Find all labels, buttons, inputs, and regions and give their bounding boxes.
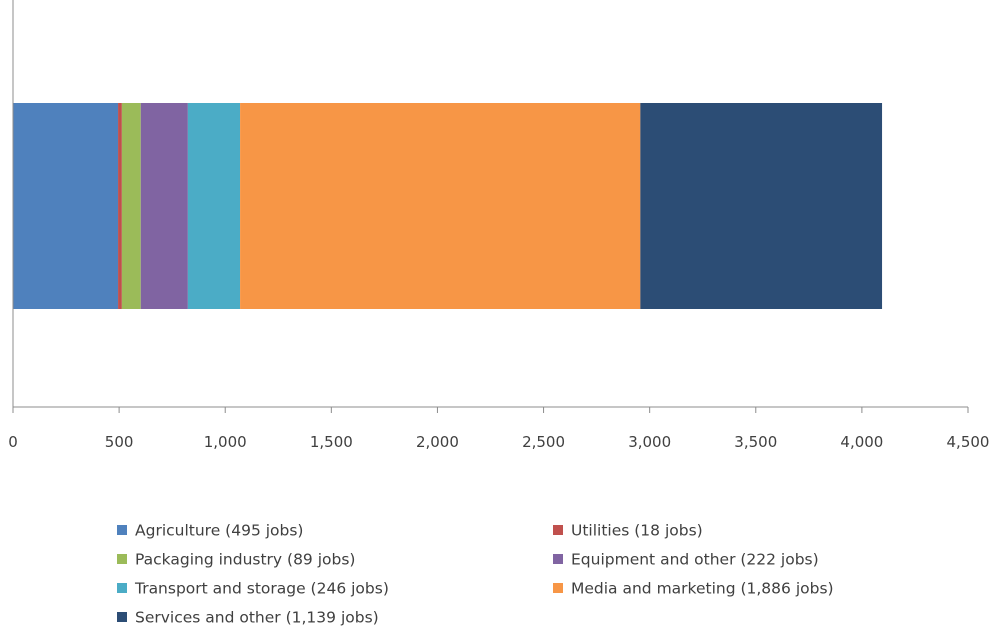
bar-segment-7: [640, 103, 883, 309]
legend-label: Packaging industry (89 jobs): [135, 551, 355, 569]
x-axis-ticks: 0 500 1,000 1,500 2,000 2,500 3,000 3,500 4,000 4…: [8, 407, 989, 451]
x-tick-label: 3,500: [734, 433, 777, 451]
legend-label: Utilities (18 jobs): [571, 522, 703, 540]
plot-area: [13, 103, 883, 309]
legend-label: Transport and storage (246 jobs): [134, 580, 389, 598]
bar-segment-3: [121, 103, 141, 309]
legend-swatch: [117, 554, 127, 564]
bar-segment-4: [140, 103, 188, 309]
legend: Agriculture (495 jobs) Utilities (18 jobs…: [117, 522, 834, 627]
bar-segment-1: [13, 103, 119, 309]
x-tick-label: 4,500: [947, 433, 990, 451]
bar-segment-6: [240, 103, 641, 309]
legend-swatch: [553, 554, 563, 564]
x-tick-label: 500: [105, 433, 134, 451]
x-tick-label: 2,000: [416, 433, 459, 451]
legend-swatch: [117, 583, 127, 593]
x-tick-label: 2,500: [522, 433, 565, 451]
legend-swatch: [553, 583, 563, 593]
x-tick-label: 3,000: [628, 433, 671, 451]
legend-label: Media and marketing (1,886 jobs): [571, 580, 834, 598]
legend-label: Services and other (1,139 jobs): [135, 609, 379, 627]
bar-segment-2: [118, 103, 122, 309]
legend-label: Equipment and other (222 jobs): [571, 551, 819, 569]
legend-swatch: [117, 525, 127, 535]
legend-label: Agriculture (495 jobs): [135, 522, 303, 540]
x-tick-label: 1,000: [204, 433, 247, 451]
x-tick-label: 1,500: [310, 433, 353, 451]
legend-swatch: [117, 612, 127, 622]
x-tick-label: 0: [8, 433, 18, 451]
x-tick-label: 4,000: [840, 433, 883, 451]
legend-swatch: [553, 525, 563, 535]
bar-segment-5: [187, 103, 241, 309]
